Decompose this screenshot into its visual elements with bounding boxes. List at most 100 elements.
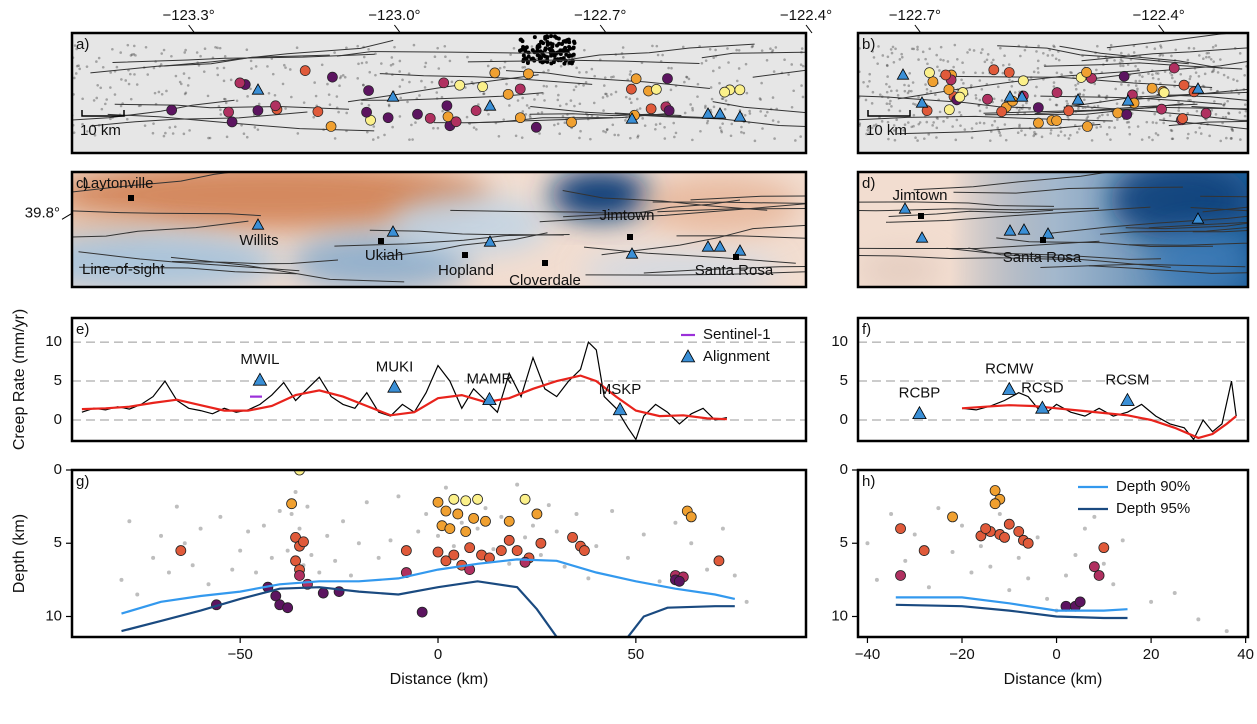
seismicity-dot — [1097, 105, 1100, 108]
seismicity-dot — [901, 56, 904, 59]
seismicity-dot — [547, 69, 550, 72]
seismicity-dot — [1069, 134, 1072, 137]
seismicity-dot — [1189, 75, 1192, 78]
seismicity-dot — [183, 72, 186, 75]
data-point — [512, 546, 522, 556]
data-point — [896, 570, 906, 580]
seismicity-dot — [1214, 44, 1217, 47]
seismicity-dot — [1152, 77, 1155, 80]
panel-label: h) — [862, 473, 875, 490]
seismicity-dot — [144, 124, 147, 127]
seismicity-dot — [524, 56, 528, 60]
x-tick-label: 0 — [1052, 646, 1060, 663]
plot-background — [858, 470, 1248, 637]
seismicity-dot — [401, 79, 404, 82]
data-point — [1036, 535, 1040, 539]
earthquake — [490, 68, 500, 78]
seismicity-dot — [1158, 54, 1161, 57]
seismicity-dot — [356, 77, 359, 80]
data-point — [579, 546, 589, 556]
seismicity-dot — [120, 78, 123, 81]
seismicity-dot — [146, 73, 149, 76]
x-tick-label: −20 — [949, 646, 974, 663]
seismicity-dot — [1208, 56, 1211, 59]
seismicity-dot — [754, 140, 757, 143]
seismicity-dot — [916, 139, 919, 142]
seismicity-dot — [952, 66, 955, 69]
seismicity-dot — [377, 136, 380, 139]
seismicity-dot — [163, 135, 166, 138]
data-point — [309, 553, 313, 557]
earthquake — [1033, 118, 1043, 128]
seismicity-dot — [916, 46, 919, 49]
seismicity-dot — [81, 97, 84, 100]
seismicity-dot — [163, 49, 166, 52]
seismicity-dot — [865, 99, 868, 102]
seismicity-dot — [99, 86, 102, 89]
data-point — [444, 486, 448, 490]
seismicity-dot — [773, 137, 776, 140]
earthquake — [442, 101, 452, 111]
seismicity-dot — [613, 134, 616, 137]
seismicity-dot — [1225, 116, 1228, 119]
seismicity-dot — [1110, 44, 1113, 47]
seismicity-dot — [951, 125, 954, 128]
seismicity-dot — [545, 85, 548, 88]
seismicity-dot — [958, 111, 961, 114]
seismicity-dot — [991, 124, 994, 127]
seismicity-dot — [562, 115, 565, 118]
seismicity-dot — [794, 139, 797, 142]
seismicity-dot — [326, 83, 329, 86]
seismicity-dot — [1239, 52, 1242, 55]
earthquake — [944, 85, 954, 95]
x-tick-label: −122.4° — [1132, 7, 1184, 24]
seismicity-dot — [1098, 115, 1101, 118]
seismicity-dot — [996, 127, 999, 130]
seismicity-dot — [876, 62, 879, 65]
seismicity-dot — [1058, 59, 1061, 62]
seismicity-dot — [655, 123, 658, 126]
earthquake — [997, 107, 1007, 117]
seismicity-dot — [223, 67, 226, 70]
data-point — [365, 500, 369, 504]
data-point — [1102, 562, 1106, 566]
seismicity-dot — [538, 132, 541, 135]
seismicity-dot — [960, 78, 963, 81]
seismicity-dot — [161, 93, 164, 96]
seismicity-dot — [555, 85, 558, 88]
seismicity-dot — [659, 122, 662, 125]
seismicity-dot — [109, 86, 112, 89]
seismicity-dot — [1109, 138, 1112, 141]
seismicity-dot — [553, 124, 556, 127]
seismicity-dot — [1055, 104, 1058, 107]
seismicity-dot — [413, 44, 416, 47]
seismicity-dot — [562, 62, 566, 66]
seismicity-dot — [466, 116, 469, 119]
seismicity-dot — [420, 80, 423, 83]
data-point — [333, 559, 337, 563]
data-point — [473, 494, 483, 504]
seismicity-dot — [383, 134, 386, 137]
seismicity-dot — [1155, 132, 1158, 135]
seismicity-dot — [930, 90, 933, 93]
data-point — [936, 506, 940, 510]
seismicity-dot — [985, 106, 988, 109]
seismicity-dot — [557, 37, 561, 41]
y-axis-title: Creep Rate (mm/yr) — [11, 309, 28, 450]
earthquake — [1033, 103, 1043, 113]
seismicity-dot — [926, 62, 929, 65]
seismicity-dot — [1208, 135, 1211, 138]
seismicity-dot — [1210, 88, 1213, 91]
data-point — [673, 521, 677, 525]
insar-patch — [640, 175, 800, 235]
seismicity-dot — [578, 137, 581, 140]
seismicity-dot — [862, 81, 865, 84]
data-point — [480, 516, 490, 526]
seismicity-dot — [220, 113, 223, 116]
data-point — [626, 556, 630, 560]
earthquake — [326, 121, 336, 131]
earthquake — [735, 85, 745, 95]
seismicity-dot — [1225, 137, 1228, 140]
seismicity-dot — [935, 54, 938, 57]
